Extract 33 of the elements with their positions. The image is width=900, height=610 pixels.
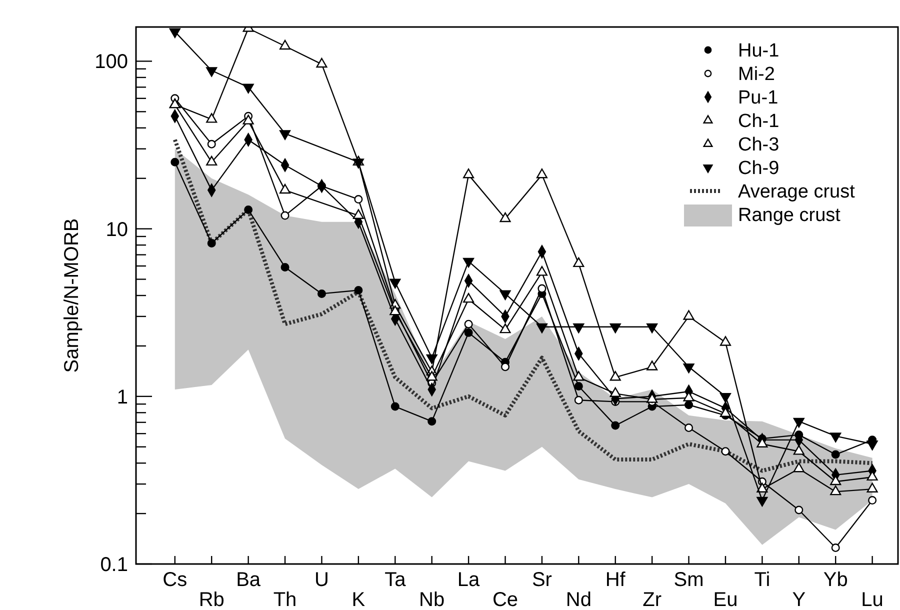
legend-label: Hu-1 [738,40,780,62]
x-tick-label: Rb [198,589,224,610]
x-tick-label: Y [792,589,806,610]
x-tick-label: U [314,569,329,591]
x-tick-label: Yb [823,569,848,591]
x-tick-label: Nd [566,589,592,610]
x-tick-label: Hf [605,569,626,591]
legend-label: Pu-1 [738,88,778,109]
x-tick-label: K [352,589,366,610]
x-tick-label: Sr [532,569,552,591]
legend-label: Range crust [738,205,842,226]
x-tick-label: Ta [384,569,407,591]
x-tick-label: Eu [713,589,738,610]
x-tick-label: Ce [492,589,518,610]
legend-label: Mi-2 [738,64,775,86]
y-axis-title: Sample/N-MORB [61,218,83,373]
legend-label: Average crust [738,182,856,203]
x-tick-label: Nb [419,589,445,610]
legend-label: Ch-9 [738,158,780,180]
x-tick-label: Sm [674,569,704,591]
legend-label: Ch-3 [738,134,780,156]
x-tick-label: Lu [861,589,884,610]
y-tick-label: 100 [94,51,128,74]
legend-label: Ch-1 [738,111,780,132]
y-tick-label: 1 [116,386,128,408]
x-tick-label: Zr [642,589,662,610]
x-tick-label: Ti [754,569,770,591]
x-tick-label: Th [273,589,297,610]
x-tick-label: Ba [236,569,262,591]
y-tick-label: 0.1 [100,554,128,576]
x-tick-label: Cs [162,569,188,591]
x-tick-label: La [457,569,481,591]
y-tick-label: 10 [106,218,128,241]
